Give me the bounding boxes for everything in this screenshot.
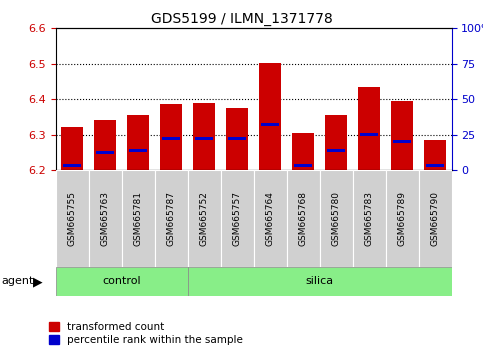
Bar <box>393 140 411 143</box>
Bar <box>56 267 187 296</box>
Bar <box>294 164 312 167</box>
Text: GSM665780: GSM665780 <box>332 191 341 246</box>
Bar <box>320 170 353 267</box>
Bar <box>94 120 116 170</box>
Text: GSM665764: GSM665764 <box>266 191 274 246</box>
Text: GSM665755: GSM665755 <box>68 191 76 246</box>
Legend: transformed count, percentile rank within the sample: transformed count, percentile rank withi… <box>49 322 243 345</box>
Bar <box>360 133 378 136</box>
Text: GDS5199 / ILMN_1371778: GDS5199 / ILMN_1371778 <box>151 12 332 27</box>
Text: GSM665763: GSM665763 <box>100 191 110 246</box>
Text: control: control <box>102 276 141 286</box>
Bar <box>187 267 452 296</box>
Bar <box>425 140 446 170</box>
Bar <box>353 170 385 267</box>
Bar <box>286 170 320 267</box>
Bar <box>187 170 221 267</box>
Text: agent: agent <box>1 276 33 286</box>
Text: GSM665768: GSM665768 <box>298 191 308 246</box>
Text: GSM665781: GSM665781 <box>134 191 142 246</box>
Bar <box>162 137 180 140</box>
Bar <box>426 164 444 167</box>
Text: GSM665757: GSM665757 <box>233 191 242 246</box>
Text: ▶: ▶ <box>33 275 43 288</box>
Bar <box>195 137 213 140</box>
Bar <box>88 170 122 267</box>
Text: GSM665787: GSM665787 <box>167 191 175 246</box>
Bar <box>129 149 147 152</box>
Bar <box>419 170 452 267</box>
Bar <box>227 108 248 170</box>
Bar <box>63 164 81 167</box>
Text: GSM665790: GSM665790 <box>431 191 440 246</box>
Bar <box>160 104 182 170</box>
Bar <box>391 101 413 170</box>
Text: GSM665752: GSM665752 <box>199 191 209 246</box>
Bar <box>261 123 279 126</box>
Bar <box>385 170 419 267</box>
Bar <box>128 115 149 170</box>
Bar <box>61 127 83 170</box>
Bar <box>327 149 345 152</box>
Bar <box>193 103 215 170</box>
Bar <box>221 170 254 267</box>
Text: GSM665789: GSM665789 <box>398 191 407 246</box>
Bar <box>254 170 286 267</box>
Bar <box>56 170 88 267</box>
Bar <box>358 87 380 170</box>
Bar <box>259 63 281 170</box>
Bar <box>326 115 347 170</box>
Text: GSM665783: GSM665783 <box>365 191 373 246</box>
Bar <box>96 152 114 154</box>
Bar <box>228 137 246 140</box>
Bar <box>155 170 187 267</box>
Bar <box>122 170 155 267</box>
Text: silica: silica <box>306 276 334 286</box>
Bar <box>292 133 314 170</box>
